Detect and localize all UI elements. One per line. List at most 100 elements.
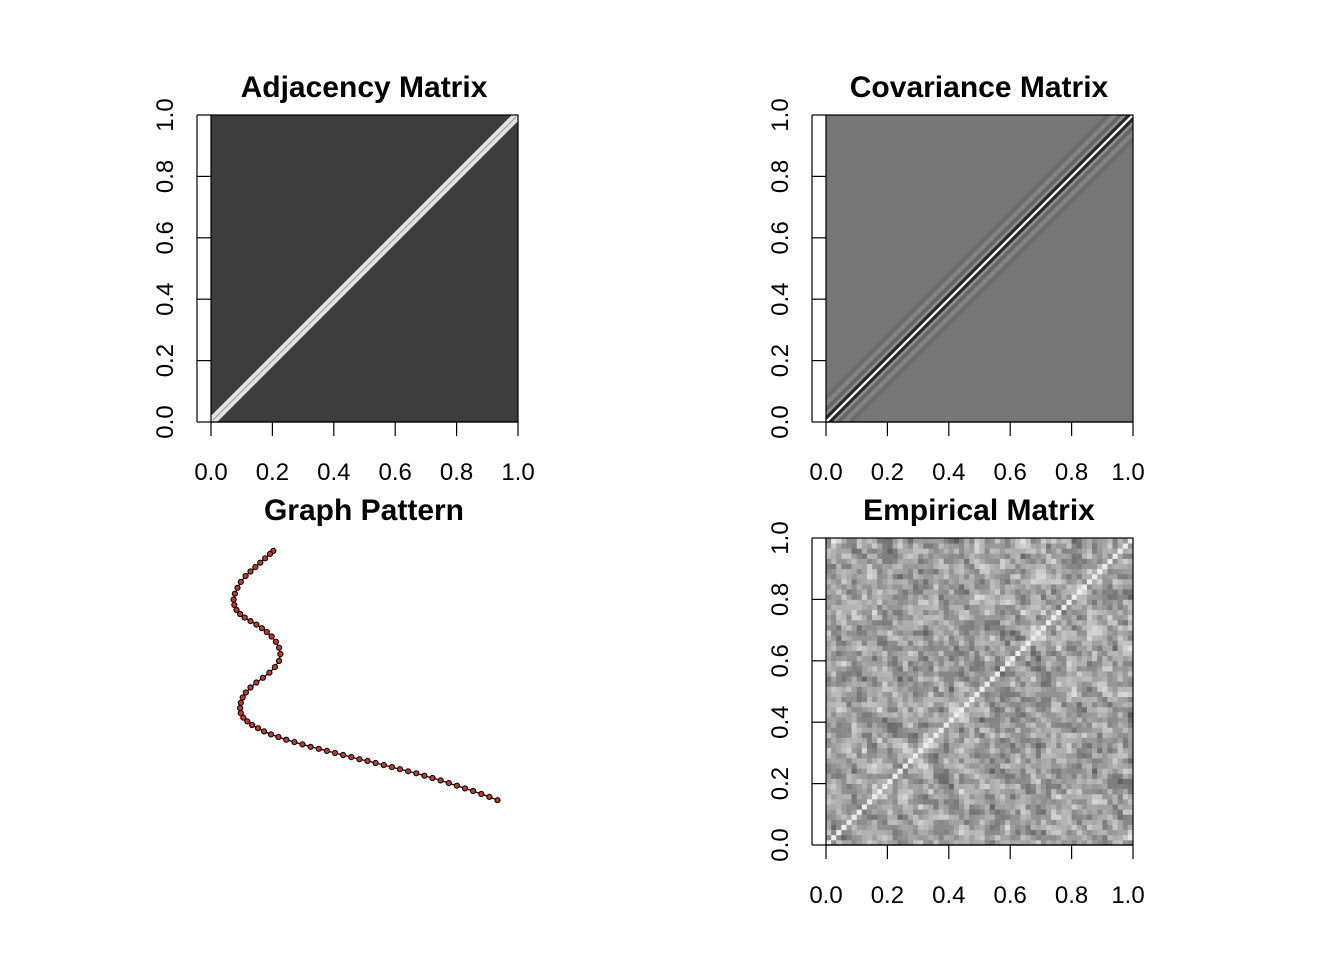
heatmap-cell xyxy=(841,788,847,795)
heatmap-cell xyxy=(897,665,904,672)
heatmap-cell xyxy=(984,543,991,549)
heatmap-cell xyxy=(836,630,842,636)
heatmap-cell xyxy=(979,676,986,682)
heatmap-cell xyxy=(877,604,883,611)
heatmap-cell xyxy=(826,814,832,820)
heatmap-cell xyxy=(1076,563,1083,570)
heatmap-cell xyxy=(979,553,986,559)
heatmap-cell xyxy=(938,696,945,703)
heatmap-cell xyxy=(1081,758,1088,764)
heatmap-cell xyxy=(907,701,914,708)
heatmap-cell xyxy=(836,609,842,616)
heatmap-cell xyxy=(887,819,893,825)
heatmap-cell xyxy=(1056,568,1062,575)
heatmap-cell xyxy=(902,640,909,646)
heatmap-cell xyxy=(1102,829,1108,836)
heatmap-cell xyxy=(1127,727,1134,733)
heatmap-cell xyxy=(1097,645,1103,651)
heatmap-cell xyxy=(1035,814,1042,820)
heatmap-cell xyxy=(923,619,929,626)
heatmap-cell xyxy=(1025,645,1032,651)
heatmap-cell xyxy=(877,809,883,815)
heatmap-cell xyxy=(1122,773,1129,779)
heatmap-cell xyxy=(984,829,991,836)
heatmap-cell xyxy=(907,671,914,677)
heatmap-cell xyxy=(872,548,878,554)
heatmap-cell xyxy=(846,747,852,754)
heatmap-cell xyxy=(866,578,873,585)
graph-node xyxy=(276,657,283,665)
heatmap-cell xyxy=(994,578,1001,585)
heatmap-cell xyxy=(953,722,960,728)
heatmap-cell xyxy=(1061,706,1067,713)
heatmap-cell xyxy=(892,696,899,703)
heatmap-cell xyxy=(1040,783,1047,790)
heatmap-cell xyxy=(1046,578,1052,585)
heatmap-cell xyxy=(1066,809,1072,815)
heatmap-cell xyxy=(1112,722,1119,728)
heatmap-cell xyxy=(959,584,965,590)
heatmap-cell xyxy=(826,568,832,575)
heatmap-cell xyxy=(836,778,842,784)
heatmap-cell xyxy=(959,758,965,764)
heatmap-cell xyxy=(979,696,986,703)
heatmap-cell xyxy=(902,635,909,641)
heatmap-cell xyxy=(959,747,965,754)
heatmap-cell xyxy=(1051,768,1057,774)
heatmap-cell xyxy=(928,645,934,651)
x-tick: 0.0 xyxy=(809,422,843,486)
heatmap-cell xyxy=(989,834,996,841)
heatmap-cell xyxy=(882,778,888,784)
heatmap-cell xyxy=(1112,809,1119,815)
heatmap-cell xyxy=(943,814,950,820)
heatmap-cell xyxy=(861,553,868,559)
heatmap-cell xyxy=(1076,650,1083,657)
heatmap-cell xyxy=(1046,635,1052,641)
heatmap-cell xyxy=(882,732,888,738)
graph-node xyxy=(231,590,238,597)
heatmap-cell xyxy=(974,665,980,672)
heatmap-cell xyxy=(974,645,980,651)
heatmap-cell xyxy=(1035,573,1042,580)
heatmap-cell xyxy=(1071,737,1078,744)
heatmap-cell xyxy=(1127,665,1134,672)
heatmap-cell xyxy=(1107,829,1113,836)
heatmap-cell xyxy=(994,671,1001,677)
heatmap-cell xyxy=(994,655,1001,662)
graph-node xyxy=(275,733,282,741)
heatmap-cell xyxy=(933,768,939,774)
heatmap-cell xyxy=(866,635,873,641)
heatmap-cell xyxy=(1117,686,1124,692)
heatmap-cell xyxy=(836,589,842,595)
heatmap-cell xyxy=(1092,578,1098,585)
heatmap-cell xyxy=(1097,763,1103,769)
heatmap-cell xyxy=(861,711,868,718)
heatmap-cell xyxy=(1112,640,1119,646)
heatmap-cell xyxy=(1071,553,1078,559)
heatmap-cell xyxy=(959,798,965,805)
graph-node xyxy=(307,743,314,750)
heatmap-cell xyxy=(953,650,960,657)
heatmap-cell xyxy=(979,788,986,795)
heatmap-cell xyxy=(892,824,899,831)
heatmap-cell xyxy=(1066,788,1072,795)
heatmap-cell xyxy=(1020,778,1026,784)
heatmap-cell xyxy=(907,706,914,713)
heatmap-cell xyxy=(1005,619,1011,626)
heatmap-cell xyxy=(1046,778,1052,784)
heatmap-cell xyxy=(887,599,893,605)
heatmap-cell xyxy=(1030,829,1037,836)
heatmap-cell xyxy=(866,763,873,769)
heatmap-cell xyxy=(1122,558,1129,564)
heatmap-cell xyxy=(897,558,904,564)
heatmap-cell xyxy=(841,839,847,846)
heatmap-cell xyxy=(912,589,919,595)
heatmap-cell xyxy=(1127,568,1134,575)
heatmap-cell xyxy=(831,635,837,641)
heatmap-cell xyxy=(1117,768,1124,774)
heatmap-cell xyxy=(1040,758,1047,764)
heatmap-cell xyxy=(897,619,904,626)
heatmap-cell xyxy=(912,624,919,631)
heatmap-cell xyxy=(1015,671,1021,677)
heatmap-cell xyxy=(943,676,950,682)
